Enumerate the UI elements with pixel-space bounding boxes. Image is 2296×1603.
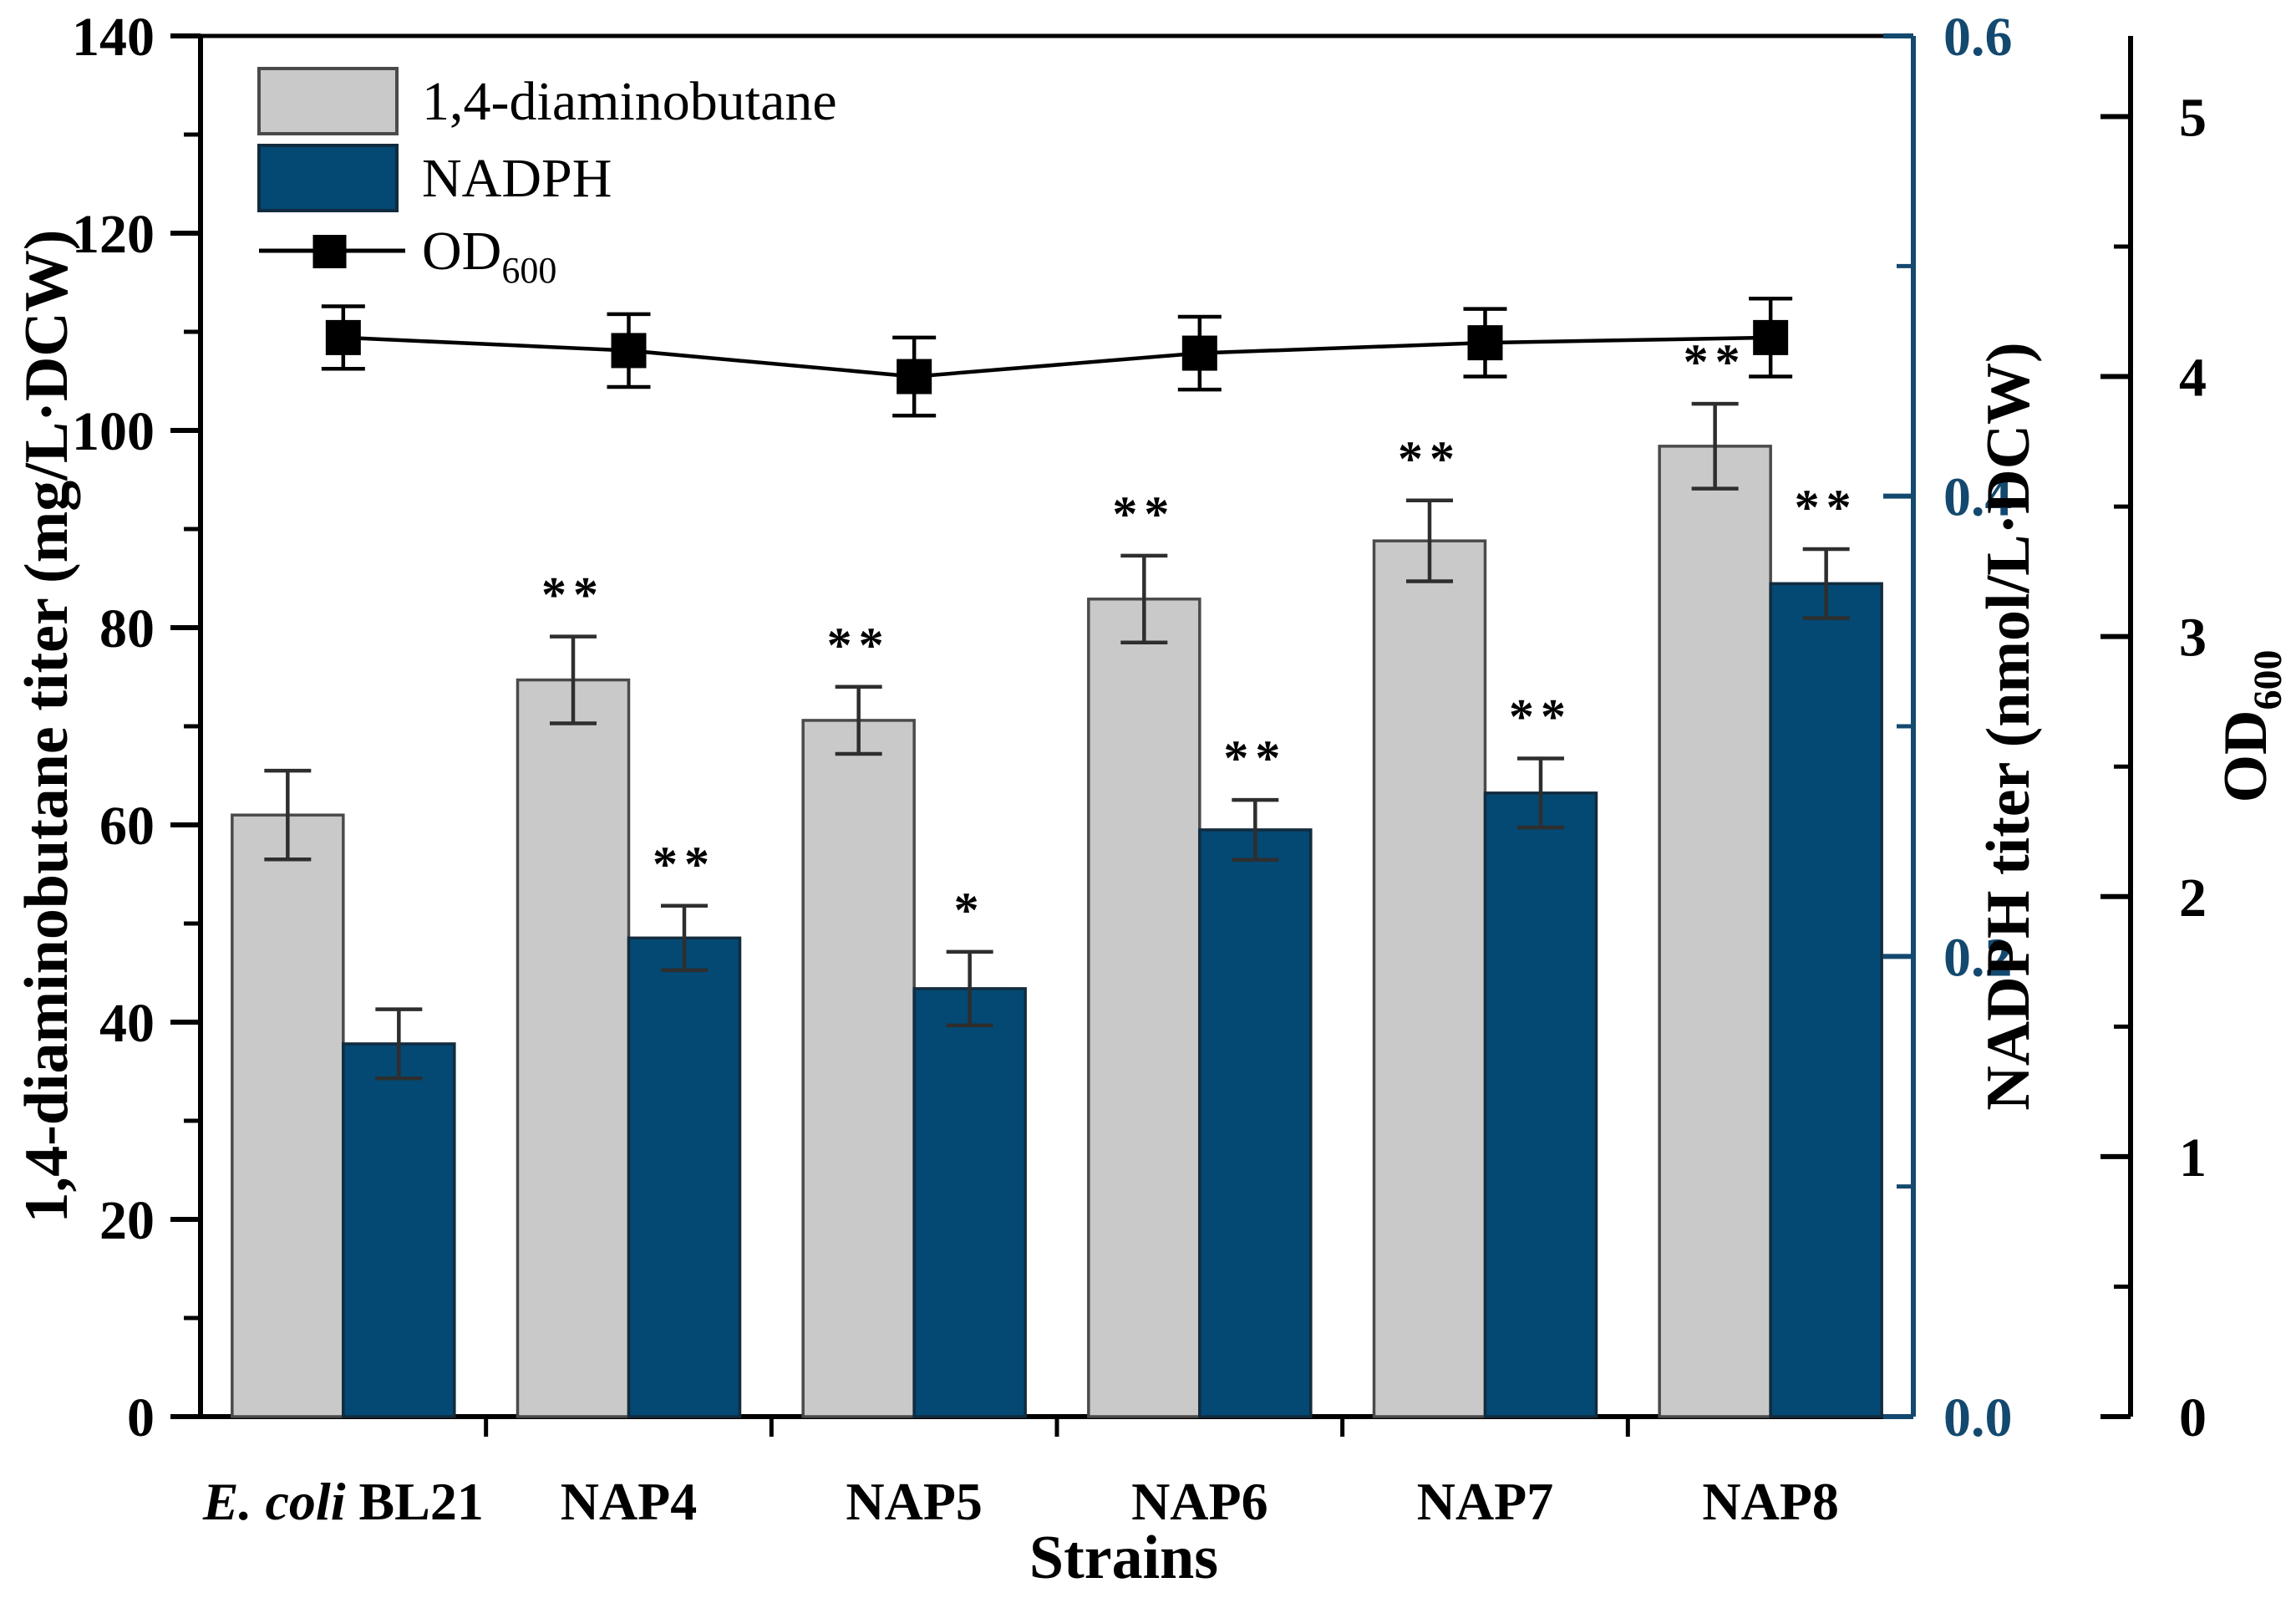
significance-stars: ** [1223,730,1287,786]
significance-stars: ** [1509,690,1572,745]
left-axis-tick-label: 100 [72,401,155,462]
significance-stars: ** [1398,431,1461,486]
error-bar [1517,756,1564,830]
od-marker [611,333,647,369]
bar-NADPH-3 [1198,828,1313,1418]
left-axis-tick-label: 20 [99,1190,155,1251]
od-marker [1181,335,1217,371]
series-nadph: ********* [342,480,1883,1418]
nadph-axis-title: NADPH titer (nmol/L·DCW) [1974,342,2043,1110]
bar-1,4-diaminobutane-2 [801,719,916,1418]
od-axis-tick-label: 2 [2179,868,2207,929]
bar-1,4-diaminobutane-1 [516,678,631,1418]
error-bar [946,949,993,1028]
category-label: NAP6 [1131,1472,1268,1531]
significance-stars: ** [1795,480,1858,535]
significance-stars: ** [541,567,605,623]
left-axis-tick-label: 60 [99,796,155,857]
error-bar [1120,553,1168,644]
od-axis-tick-label: 4 [2179,348,2207,409]
bar-1,4-diaminobutane-5 [1658,445,1772,1418]
x-axis-title: Strains [1029,1524,1218,1592]
error-bar [1691,401,1739,491]
left-axis-title: 1,4-diaminobutane titer (mg/L·DCW) [13,230,81,1224]
bar-1,4-diaminobutane-4 [1372,539,1487,1418]
series-diaminobutane: ** ** ** ** ** [231,334,1772,1418]
bar-NADPH-2 [912,987,1027,1418]
error-bar [1802,547,1850,620]
left-axis: 0 20 40 60 80 100 120 140 [72,7,201,1448]
od-line [343,335,1771,379]
error-bar [264,768,312,862]
legend-swatch-NADPH [257,144,399,212]
error-bar [1406,498,1453,583]
od-axis-tick-label: 0 [2179,1387,2207,1448]
category-label: NAP8 [1702,1472,1839,1531]
legend-label: OD600 [422,221,556,291]
legend: 1,4-diaminobutane NADPH OD600 [257,67,837,291]
legend-od-marker [312,235,347,268]
bar-NADPH-0 [342,1042,456,1418]
series-od600 [321,296,1793,418]
significance-stars: ** [653,837,716,892]
od-axis-title: OD600 [2212,650,2290,803]
error-bar [1232,797,1279,862]
legend-swatch-1,4-diaminobutane [257,67,399,135]
od-marker [1467,325,1503,361]
error-bar [661,903,708,973]
nadph-axis-tick-label: 0.0 [1943,1387,2013,1448]
left-axis-tick-label: 40 [99,993,155,1054]
category-labels: E. coli BL21 NAP4 NAP5 NAP6 NAP7 NAP8 [202,1472,1839,1531]
bar-1,4-diaminobutane-0 [231,813,345,1418]
left-axis-tick-label: 140 [72,7,155,68]
nadph-axis-tick-label: 0.2 [1943,927,2013,988]
legend-label: 1,4-diaminobutane [422,71,837,132]
error-bar [835,684,882,756]
category-label: E. coli BL21 [202,1472,484,1531]
left-axis-tick-label: 0 [127,1387,155,1448]
bar-NADPH-4 [1483,791,1598,1418]
category-label: NAP7 [1417,1472,1554,1531]
left-axis-tick-label: 120 [72,204,155,265]
bar-NADPH-5 [1769,582,1883,1418]
category-label: NAP5 [846,1472,983,1531]
od-marker [1753,319,1789,355]
significance-stars: ** [827,618,891,673]
nadph-axis-tick-label: 0.6 [1943,7,2013,68]
od-axis-tick-label: 5 [2179,87,2207,148]
bar-1,4-diaminobutane-3 [1087,598,1201,1418]
x-axis-ticks [484,1417,1630,1437]
od-marker [897,359,932,394]
nadph-axis: 0.0 0.2 0.4 0.6 [1883,7,2013,1448]
left-axis-tick-label: 80 [99,598,155,659]
category-label: NAP4 [561,1472,698,1531]
od-marker [325,319,361,355]
significance-stars: ** [1684,334,1747,389]
error-bar [375,1007,423,1081]
legend-label: NADPH [422,148,612,209]
od-axis: 0 1 2 3 4 5 [2100,87,2207,1448]
significance-stars: ** [1112,486,1176,542]
error-bar [550,634,597,725]
od-axis-tick-label: 1 [2179,1127,2207,1188]
od-axis-tick-label: 3 [2179,608,2207,669]
significance-stars: * [954,883,986,938]
bar-NADPH-1 [627,936,742,1418]
nadph-axis-tick-label: 0.4 [1943,467,2013,528]
